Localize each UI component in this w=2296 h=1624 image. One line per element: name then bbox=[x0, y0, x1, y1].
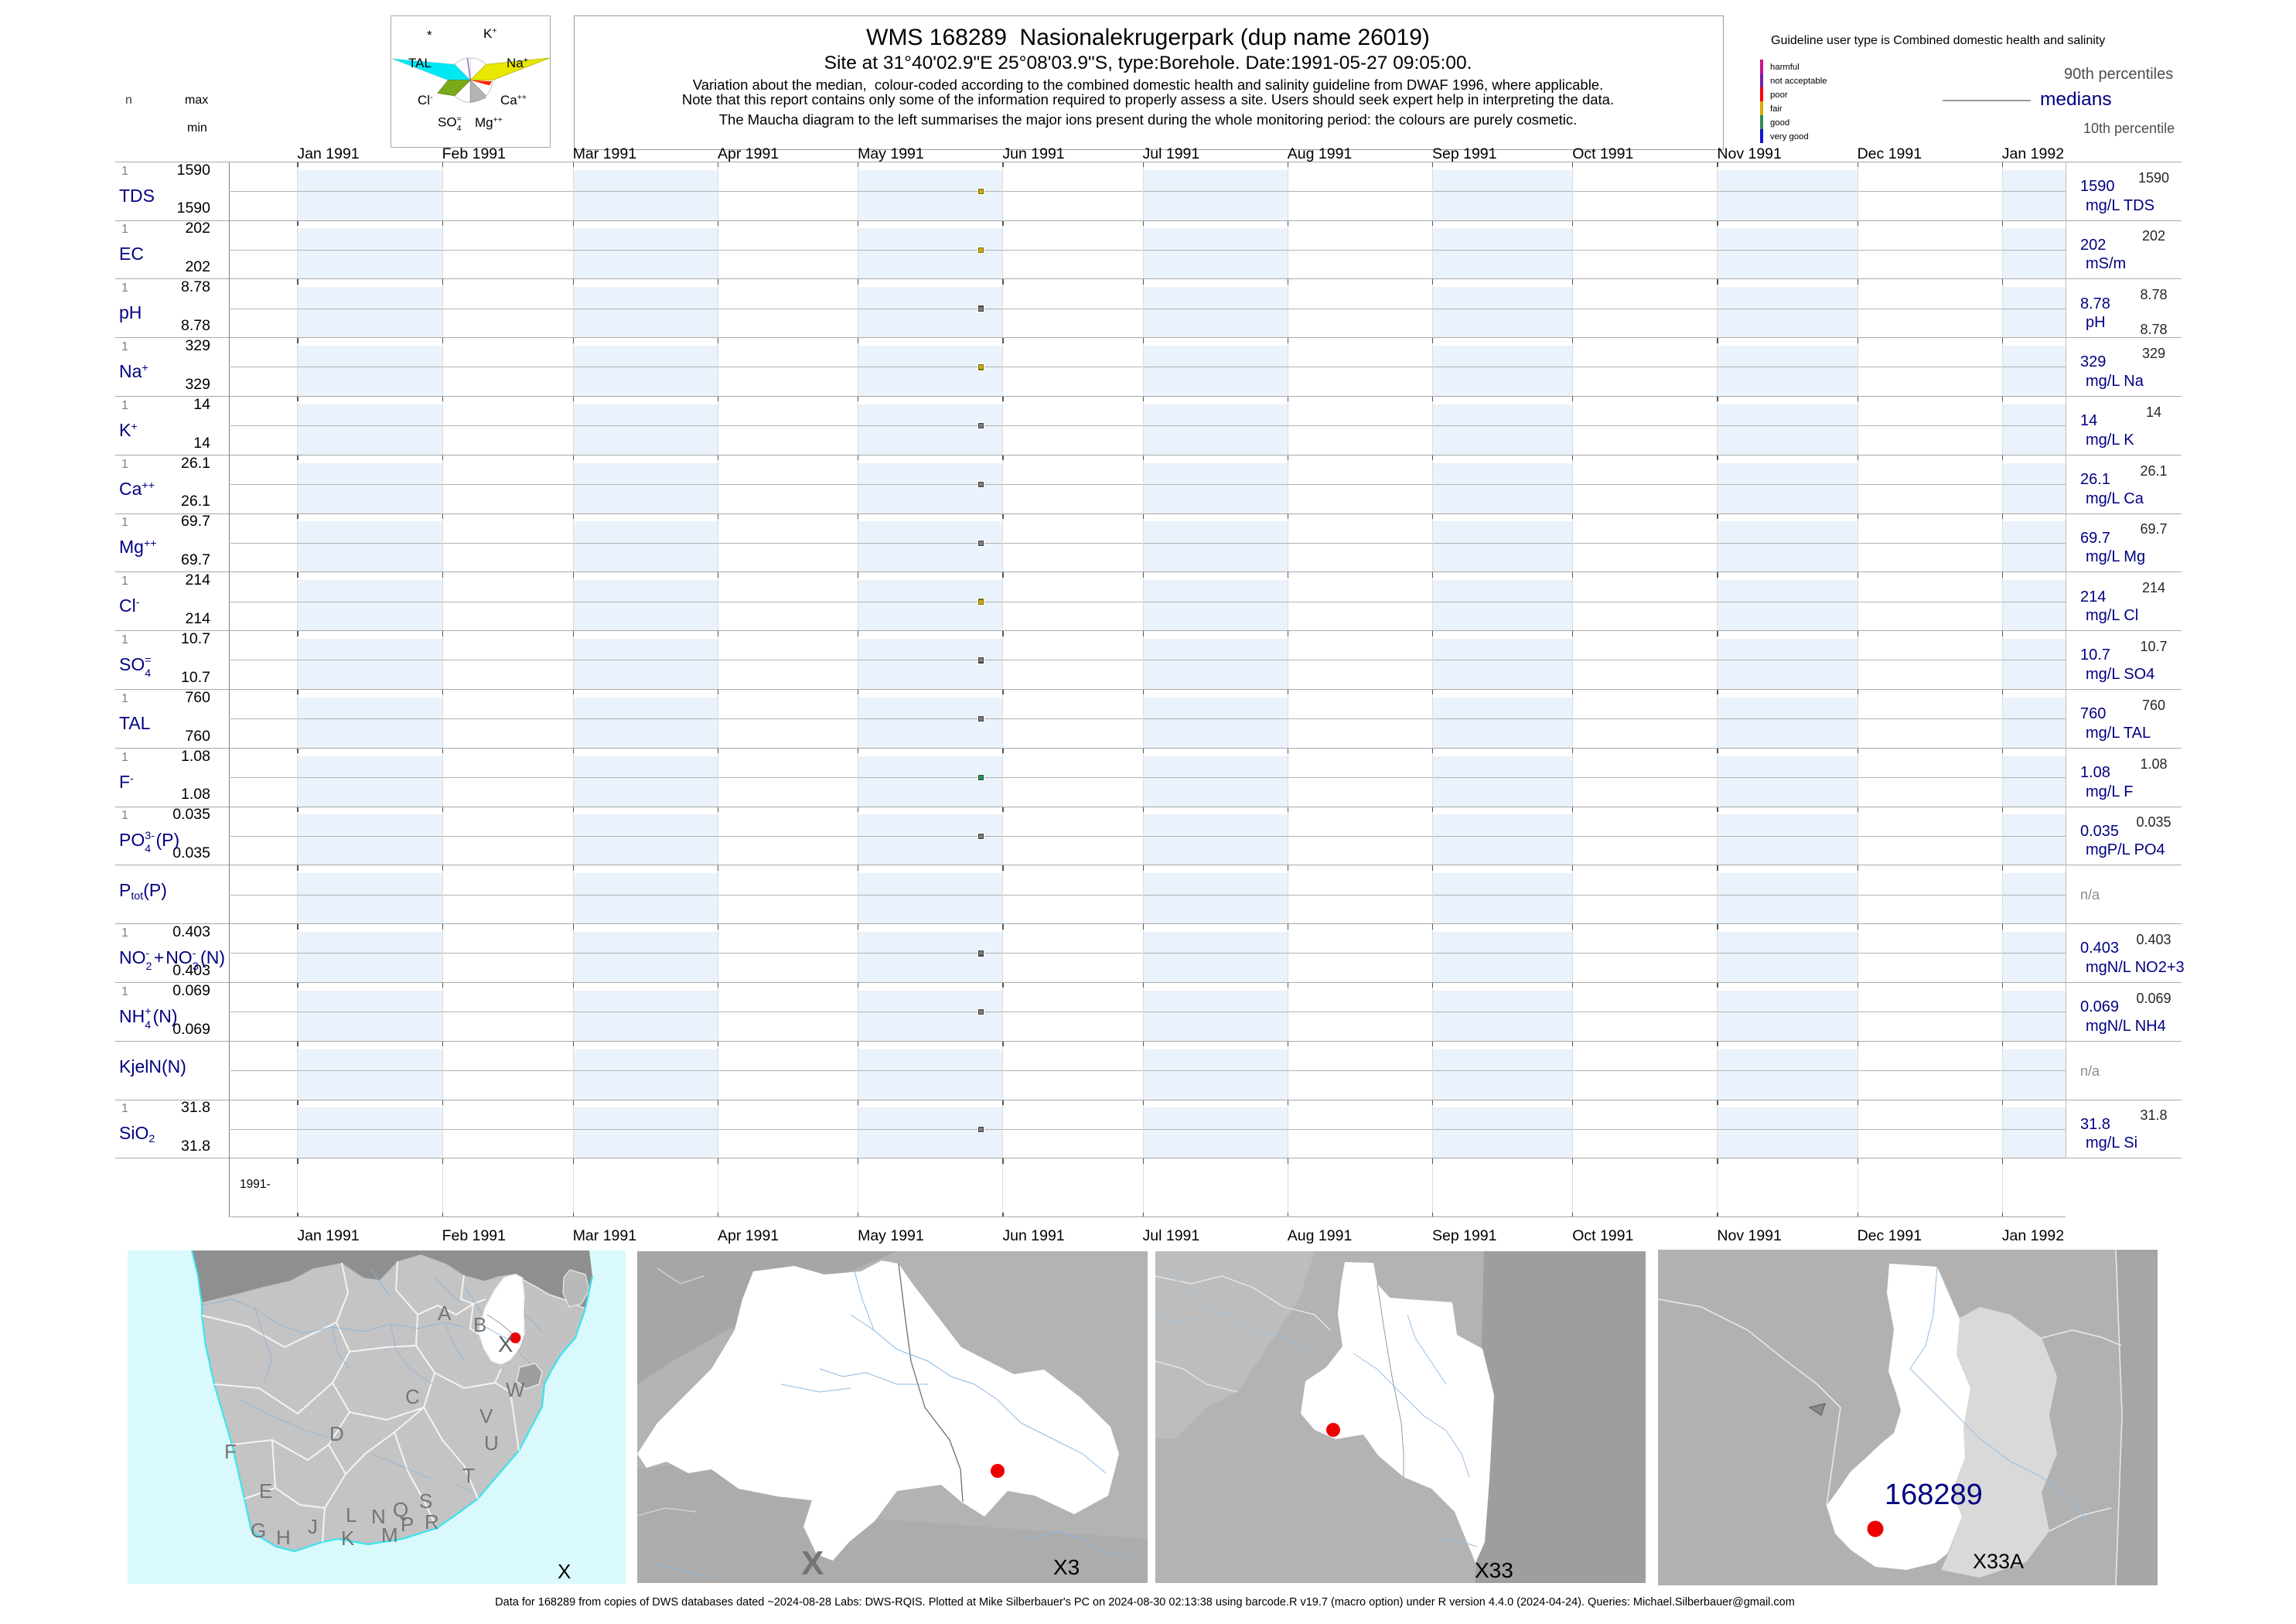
svg-text:X3: X3 bbox=[1053, 1555, 1080, 1579]
svg-text:E: E bbox=[259, 1479, 272, 1503]
svg-text:T: T bbox=[462, 1464, 475, 1487]
svg-text:X33A: X33A bbox=[1973, 1550, 2024, 1573]
svg-text:R: R bbox=[425, 1510, 439, 1534]
svg-text:C: C bbox=[405, 1385, 420, 1408]
svg-text:S: S bbox=[419, 1489, 432, 1513]
svg-text:168289: 168289 bbox=[1885, 1479, 1983, 1511]
svg-text:D: D bbox=[329, 1422, 344, 1445]
svg-text:P: P bbox=[401, 1513, 414, 1536]
svg-text:B: B bbox=[473, 1313, 486, 1336]
svg-text:X33: X33 bbox=[1475, 1558, 1513, 1582]
svg-text:Q: Q bbox=[393, 1498, 408, 1521]
svg-text:W: W bbox=[506, 1378, 525, 1401]
svg-text:F: F bbox=[224, 1440, 237, 1463]
svg-text:L: L bbox=[346, 1503, 357, 1527]
svg-text:M: M bbox=[381, 1523, 398, 1547]
svg-text:H: H bbox=[276, 1526, 291, 1549]
svg-text:V: V bbox=[479, 1404, 493, 1428]
svg-text:G: G bbox=[251, 1519, 266, 1542]
svg-text:X: X bbox=[801, 1544, 824, 1582]
svg-text:U: U bbox=[484, 1431, 499, 1455]
svg-text:A: A bbox=[438, 1302, 452, 1325]
svg-text:N: N bbox=[371, 1505, 386, 1528]
svg-text:X: X bbox=[498, 1332, 513, 1357]
svg-text:K: K bbox=[341, 1527, 355, 1550]
svg-text:J: J bbox=[308, 1515, 318, 1538]
svg-text:X: X bbox=[558, 1560, 571, 1583]
